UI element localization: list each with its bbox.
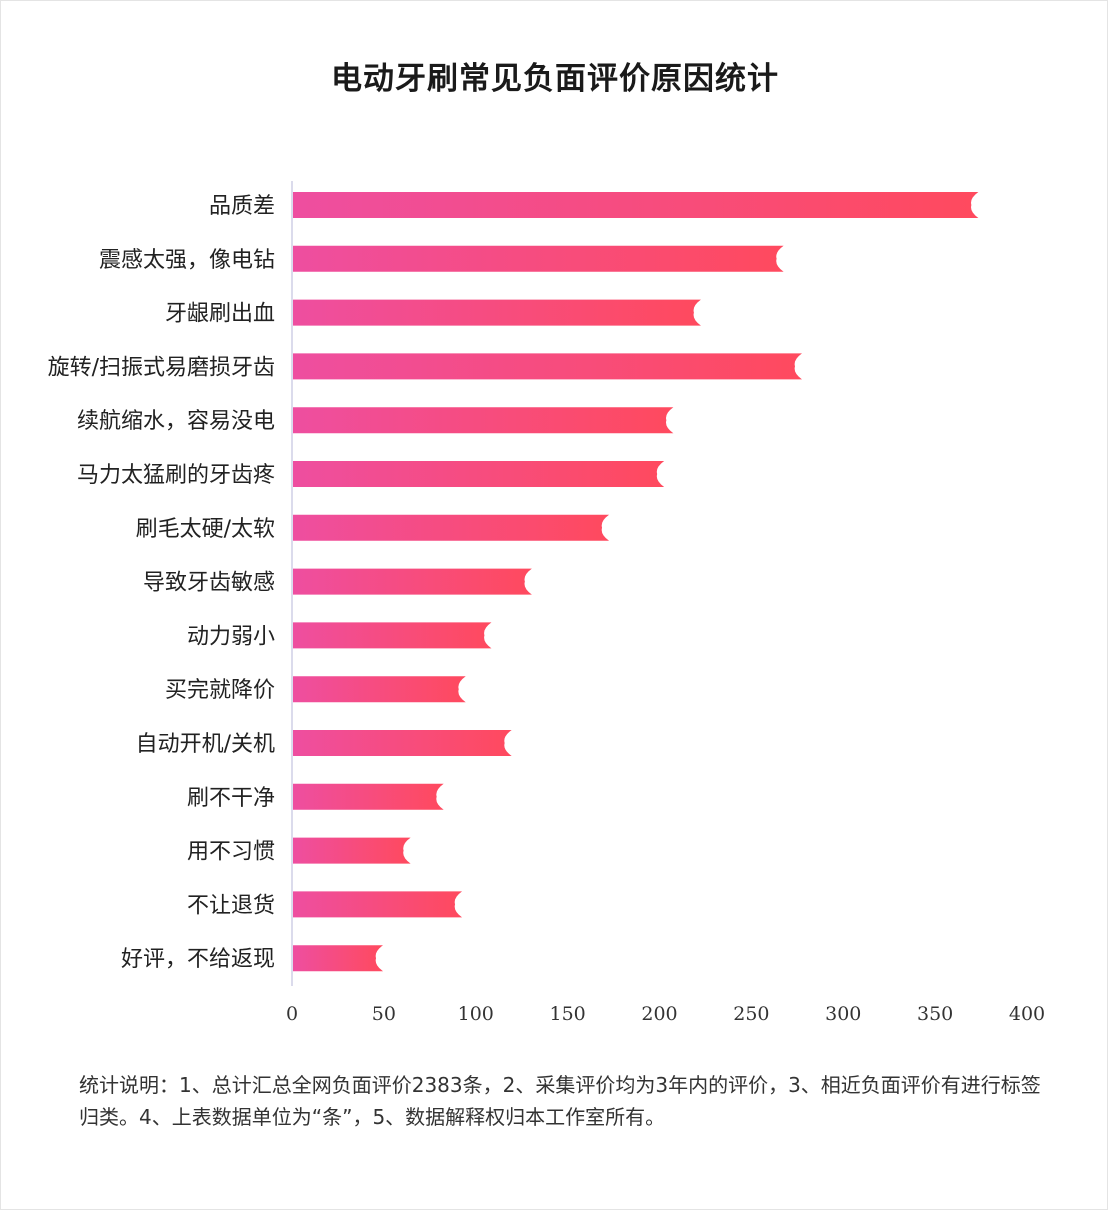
bar <box>293 945 384 972</box>
category-label: 牙龈刷出血 <box>165 302 275 327</box>
category-label: 刷不干净 <box>187 786 275 811</box>
category-label: 导致牙齿敏感 <box>143 571 275 596</box>
x-tick-label: 250 <box>733 1003 769 1025</box>
x-tick-label: 50 <box>372 1003 396 1025</box>
category-label: 品质差 <box>209 194 275 219</box>
category-label: 用不习惯 <box>187 840 275 865</box>
bar <box>293 461 665 487</box>
bar <box>293 676 466 703</box>
category-label: 自动开机/关机 <box>136 732 275 757</box>
x-tick-label: 300 <box>825 1003 861 1025</box>
category-label: 刷毛太硬/太软 <box>136 517 275 542</box>
bar <box>293 837 411 864</box>
x-tick-label: 350 <box>917 1003 953 1025</box>
category-label: 买完就降价 <box>165 678 275 703</box>
category-label: 好评，不给返现 <box>121 947 275 972</box>
x-tick-label: 150 <box>549 1003 585 1025</box>
x-tick-label: 100 <box>458 1003 494 1025</box>
category-label: 不让退货 <box>187 893 275 918</box>
category-label: 续航缩水，容易没电 <box>77 409 275 434</box>
category-label: 旋转/扫振式易磨损牙齿 <box>48 355 275 380</box>
category-label: 动力弱小 <box>187 624 275 649</box>
category-label: 震感太强，像电钻 <box>99 248 275 273</box>
x-tick-label: 0 <box>286 1003 298 1025</box>
chart-title: 电动牙刷常见负面评价原因统计 <box>331 61 779 97</box>
category-labels: 品质差震感太强，像电钻牙龈刷出血旋转/扫振式易磨损牙齿续航缩水，容易没电马力太猛… <box>48 194 275 972</box>
x-tick-label: 200 <box>641 1003 677 1025</box>
bar <box>293 730 512 756</box>
x-axis-ticks: 0 50 100 150 200 250 300 350 400 <box>286 1003 1045 1025</box>
bars-layer <box>293 192 979 972</box>
bar <box>293 891 463 918</box>
bar <box>293 783 444 810</box>
x-tick-label: 400 <box>1009 1003 1045 1025</box>
category-label: 马力太猛刷的牙齿疼 <box>77 463 275 488</box>
bar <box>293 192 979 218</box>
bar-chart: 品质差震感太强，像电钻牙龈刷出血旋转/扫振式易磨损牙齿续航缩水，容易没电马力太猛… <box>48 181 1045 1025</box>
bar <box>293 299 701 326</box>
chart-note: 统计说明：1、总计汇总全网负面评价2383条，2、采集评价均为3年内的评价，3、… <box>79 1073 1041 1129</box>
bar <box>293 245 784 272</box>
bar <box>293 353 802 380</box>
bar <box>293 514 610 541</box>
bar <box>293 407 674 434</box>
bar <box>293 568 532 595</box>
bar <box>293 622 492 649</box>
